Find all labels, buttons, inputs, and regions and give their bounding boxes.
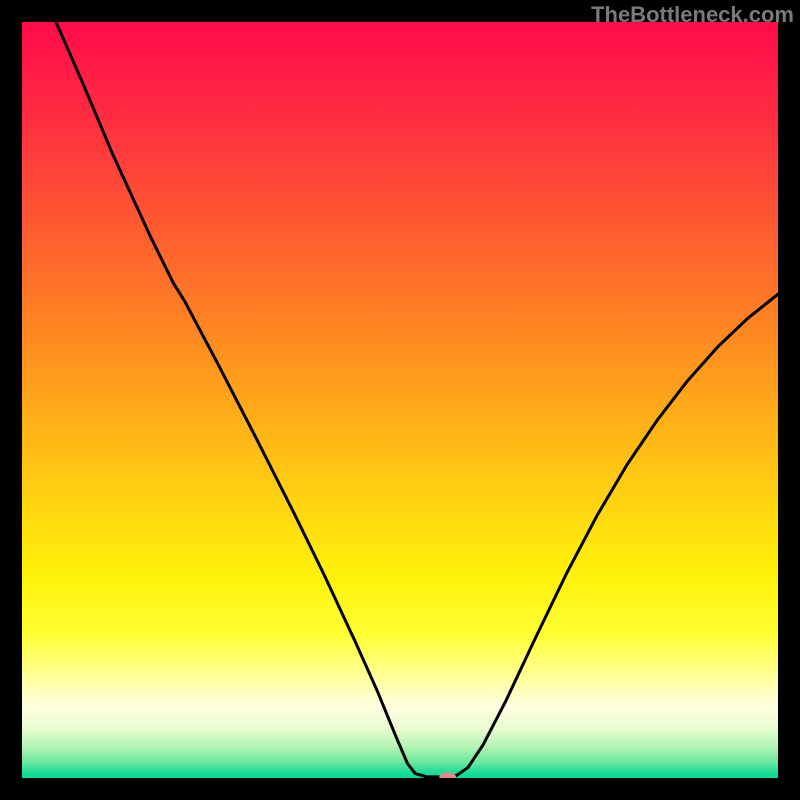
chart-container: { "canvas": { "width": 800, "height": 80… bbox=[0, 0, 800, 800]
plot-area bbox=[22, 22, 778, 778]
plot-background bbox=[22, 22, 778, 778]
plot-svg bbox=[22, 22, 778, 778]
watermark-text: TheBottleneck.com bbox=[591, 2, 794, 28]
